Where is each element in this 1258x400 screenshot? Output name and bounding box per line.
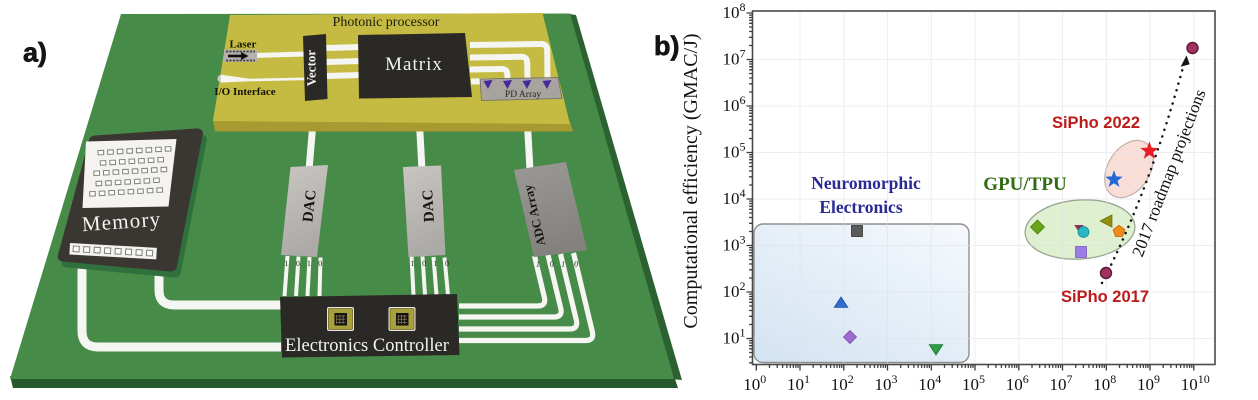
svg-text:Photonic processor: Photonic processor — [333, 15, 440, 30]
svg-text:104: 104 — [723, 186, 746, 208]
svg-text:0: 0 — [296, 259, 300, 268]
svg-text:SiPho 2022: SiPho 2022 — [1052, 114, 1140, 132]
svg-text:1: 1 — [410, 259, 414, 268]
svg-text:PD Array: PD Array — [505, 90, 541, 100]
svg-text:1: 1 — [433, 259, 437, 268]
svg-text:0: 0 — [318, 259, 322, 268]
svg-text:Matrix: Matrix — [385, 54, 443, 75]
svg-text:1: 1 — [561, 259, 566, 268]
svg-text:1: 1 — [284, 259, 288, 268]
svg-text:101: 101 — [723, 325, 746, 347]
svg-text:SiPho 2017: SiPho 2017 — [1061, 288, 1149, 306]
svg-text:0: 0 — [422, 259, 426, 268]
svg-text:Vector: Vector — [303, 50, 319, 87]
svg-text:103: 103 — [723, 232, 746, 254]
svg-text:I/O Interface: I/O Interface — [214, 86, 276, 98]
svg-text:Computational efficiency (GMAC: Computational efficiency (GMAC/J) — [680, 33, 702, 328]
svg-text:0: 0 — [574, 259, 579, 268]
svg-text:Laser: Laser — [230, 39, 257, 51]
svg-text:DAC: DAC — [300, 189, 319, 223]
svg-text:Memory: Memory — [81, 207, 162, 236]
svg-text:1: 1 — [307, 259, 311, 268]
svg-text:1: 1 — [535, 259, 540, 268]
svg-text:DAC: DAC — [420, 189, 438, 222]
svg-text:0: 0 — [549, 259, 554, 268]
svg-text:108: 108 — [723, 0, 746, 22]
svg-text:102: 102 — [723, 279, 746, 301]
svg-text:GPU/TPU: GPU/TPU — [983, 174, 1067, 195]
svg-text:Electronics: Electronics — [819, 197, 902, 217]
svg-text:Electronics Controller: Electronics Controller — [285, 336, 449, 356]
svg-text:106: 106 — [723, 93, 746, 115]
svg-text:0: 0 — [445, 259, 449, 268]
svg-text:a): a) — [23, 38, 47, 68]
svg-text:107: 107 — [723, 46, 746, 68]
svg-text:Neuromorphic: Neuromorphic — [811, 173, 921, 193]
svg-text:b): b) — [654, 31, 679, 61]
svg-text:105: 105 — [723, 139, 746, 161]
